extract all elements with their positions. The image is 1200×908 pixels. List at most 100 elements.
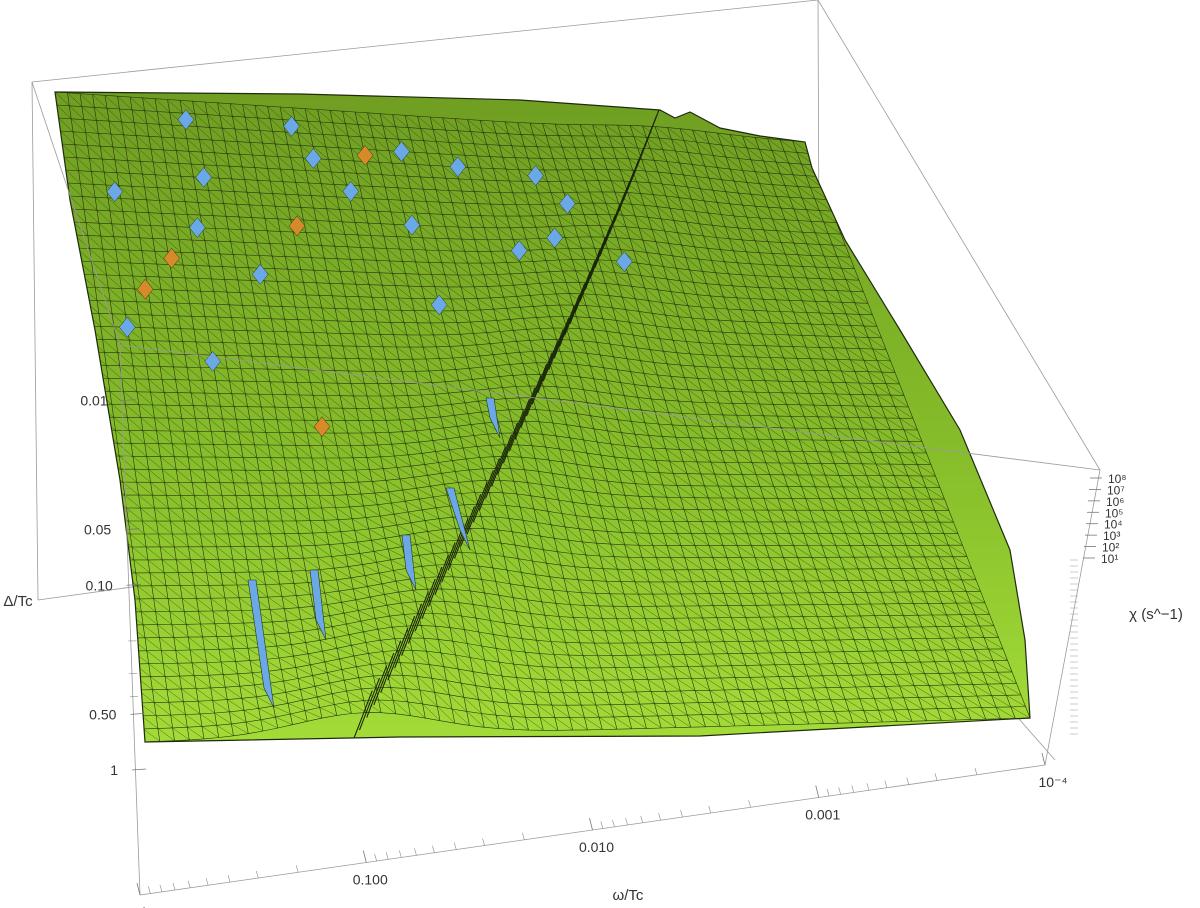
surface-anomalies (106, 109, 633, 709)
mesh-diagonal (354, 111, 968, 557)
anomaly-patch (313, 416, 331, 438)
anomaly-sliver (485, 397, 501, 439)
x-tick-label: 1 (140, 904, 148, 908)
anomaly-patch (510, 240, 528, 262)
x-tick-label: 10⁻⁴ (1039, 774, 1068, 790)
x-minor-tick (453, 842, 457, 850)
y-tick (126, 583, 141, 586)
z-tick-label: 10⁸ (1108, 472, 1126, 486)
mesh-diagonal (105, 455, 470, 726)
anomaly-patch (449, 156, 467, 178)
anomaly-patch (163, 247, 180, 269)
mesh-diagonal (117, 546, 367, 713)
anomaly-sliver (309, 569, 327, 641)
anomaly-patch (430, 294, 448, 316)
mesh-diagonal (254, 105, 1004, 650)
mesh-diagonal (479, 120, 923, 442)
x-tick-label: 0.010 (579, 839, 614, 855)
x-minor-tick (414, 848, 417, 856)
mesh-diagonal (116, 533, 382, 713)
anomaly-patch (356, 144, 374, 166)
mesh-diagonal (99, 416, 514, 730)
ridge-streak (485, 446, 507, 499)
mesh-diagonal (304, 108, 986, 603)
mesh-diagonal (85, 312, 632, 729)
anomaly-patch (251, 263, 269, 285)
x-minor-tick (205, 878, 209, 886)
mesh-diagonal (67, 182, 780, 725)
mesh-diagonal (729, 134, 833, 212)
x-minor-tick (612, 819, 615, 827)
ridge-streak (366, 665, 388, 718)
x-minor-tick (625, 817, 628, 826)
mesh-diagonal (792, 140, 810, 154)
mesh-diagonal (154, 98, 1001, 719)
mesh-diagonal (329, 110, 977, 580)
mesh-diagonal (126, 611, 293, 725)
mesh-diagonal (217, 102, 1017, 684)
mesh-diagonal (504, 121, 914, 419)
mesh-diagonal (429, 116, 941, 488)
mesh-diagonal (141, 715, 175, 741)
x-tick (136, 882, 141, 896)
y-tick (125, 528, 140, 531)
x-minor-tick (148, 886, 151, 894)
z-tick-label: 10² (1102, 541, 1119, 555)
ridge-streak (574, 260, 596, 313)
mesh-diagonal (342, 111, 972, 569)
anomaly-patch (342, 180, 360, 202)
mesh-diagonal (404, 115, 950, 511)
mesh-diagonal (379, 113, 959, 534)
mesh-diagonal (542, 123, 900, 385)
mesh-diagonal (139, 702, 190, 741)
mesh-diagonal (65, 169, 795, 725)
x-tick (815, 785, 820, 798)
mesh-diagonal (62, 143, 824, 724)
ridge-streak (548, 317, 570, 370)
surface-fill (54, 91, 1031, 743)
surface (54, 91, 1031, 743)
mesh-diagonal (704, 131, 842, 235)
mesh-diagonal (554, 123, 896, 373)
mesh-diagonal (107, 468, 455, 724)
mesh-diagonal (604, 124, 878, 327)
x-minor-tick (482, 838, 485, 846)
x-minor-tick (838, 787, 841, 795)
ridge-streak (553, 306, 575, 359)
ridge-streak (447, 518, 469, 571)
ridge-streak (414, 578, 436, 632)
mesh-diagonal (492, 120, 918, 431)
mesh-diagonal (101, 429, 500, 729)
mesh-diagonal (121, 572, 337, 716)
ridge-streak (441, 530, 463, 583)
mesh-diagonal (74, 234, 721, 727)
mesh-diagonal (129, 96, 972, 720)
mesh-diagonal (567, 124, 891, 362)
mesh-diagonal (98, 403, 529, 731)
mesh-diagonal (692, 129, 846, 246)
mesh-diagonal (90, 351, 588, 731)
ridge-streak (401, 603, 423, 656)
mesh-diagonal (135, 676, 219, 738)
mesh-diagonal (279, 106, 995, 626)
anomaly-patch (188, 217, 206, 239)
anomaly-patch (106, 181, 124, 203)
anomaly-patch (177, 109, 195, 131)
y-tick-label: 0.10 (86, 577, 113, 593)
x-minor-tick (640, 815, 643, 823)
mesh-diagonal (192, 101, 1026, 707)
mesh-diagonal (292, 107, 990, 615)
ridge-streak (531, 352, 553, 405)
mesh-diagonal (92, 94, 927, 721)
mesh-diagonal (204, 101, 1022, 696)
anomaly-patch (393, 141, 410, 162)
ridge-streak (520, 375, 542, 428)
mesh-diagonal (56, 104, 868, 723)
mesh-diagonal (592, 124, 882, 338)
x-minor-tick (600, 821, 604, 829)
ridge-streak (491, 434, 513, 487)
x-tick (362, 850, 367, 863)
mesh-diagonal (96, 390, 544, 731)
mesh-diagonal (79, 93, 913, 722)
